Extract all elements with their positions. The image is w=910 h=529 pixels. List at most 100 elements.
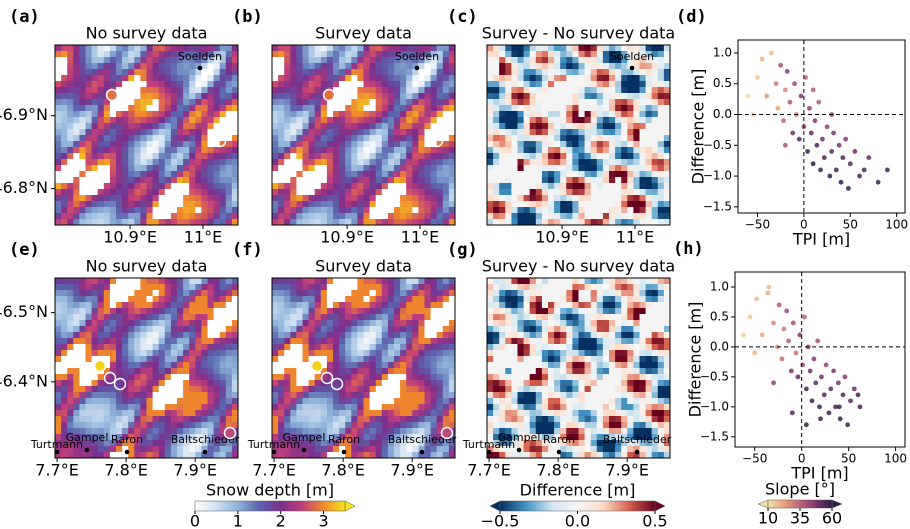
map-cell <box>55 87 62 93</box>
map-cell <box>554 380 561 386</box>
map-cell <box>560 57 567 63</box>
map-cell <box>437 81 444 87</box>
map-cell <box>493 177 500 183</box>
map-cell <box>333 380 340 386</box>
map-cell <box>412 99 419 105</box>
map-cell <box>226 75 233 81</box>
map-cell <box>220 189 227 195</box>
map-cell <box>493 308 500 314</box>
map-cell <box>214 201 221 207</box>
map-cell <box>357 207 364 213</box>
map-cell <box>86 314 93 320</box>
map-cell <box>201 302 208 308</box>
map-cell <box>518 362 525 368</box>
map-cell <box>382 380 389 386</box>
map-cell <box>560 278 567 284</box>
map-cell <box>554 368 561 374</box>
map-cell <box>232 99 239 105</box>
map-cell <box>134 141 141 147</box>
map-cell <box>627 171 634 177</box>
map-cell <box>55 356 62 362</box>
map-cell <box>609 159 616 165</box>
map-cell <box>493 207 500 213</box>
map-cell <box>394 81 401 87</box>
map-cell <box>357 63 364 69</box>
map-cell <box>220 416 227 422</box>
map-cell <box>195 135 202 141</box>
map-cell <box>272 177 279 183</box>
map-cell <box>357 93 364 99</box>
map-cell <box>412 350 419 356</box>
map-cell <box>327 135 334 141</box>
map-cell <box>333 416 340 422</box>
map-cell <box>309 338 316 344</box>
map-cell <box>400 302 407 308</box>
map-cell <box>345 452 352 458</box>
map-cell <box>554 284 561 290</box>
map-cell <box>296 332 303 338</box>
map-cell <box>652 183 659 189</box>
map-cell <box>511 87 518 93</box>
map-cell <box>67 338 74 344</box>
map-cell <box>542 165 549 171</box>
map-cell <box>646 183 653 189</box>
map-cell <box>171 410 178 416</box>
map-cell <box>370 374 377 380</box>
map-cell <box>321 159 328 165</box>
map-cell <box>122 51 129 57</box>
map-cell <box>425 201 432 207</box>
map-cell <box>585 135 592 141</box>
map-cell <box>449 278 456 284</box>
map-cell <box>357 296 364 302</box>
map-cell <box>159 69 166 75</box>
map-cell <box>585 165 592 171</box>
map-cell <box>425 422 432 428</box>
map-cell <box>376 350 383 356</box>
map-cell <box>333 105 340 111</box>
map-cell <box>104 452 111 458</box>
map-cell <box>171 452 178 458</box>
map-cell <box>615 171 622 177</box>
map-cell <box>339 99 346 105</box>
map-cell <box>220 368 227 374</box>
map-cell <box>165 410 172 416</box>
map-cell <box>73 380 80 386</box>
map-cell <box>505 368 512 374</box>
map-cell <box>110 105 117 111</box>
map-cell <box>370 440 377 446</box>
map-cell <box>104 320 111 326</box>
map-cell <box>290 350 297 356</box>
map-cell <box>147 290 154 296</box>
map-cell <box>345 153 352 159</box>
map-cell <box>189 213 196 219</box>
map-cell <box>98 314 105 320</box>
map-cell <box>536 183 543 189</box>
map-cell <box>214 213 221 219</box>
map-cell <box>110 213 117 219</box>
map-cell <box>177 344 184 350</box>
map-cell <box>98 410 105 416</box>
map-cell <box>431 159 438 165</box>
map-cell <box>86 344 93 350</box>
map-cell <box>278 93 285 99</box>
map-cell <box>73 117 80 123</box>
map-cell <box>315 404 322 410</box>
map-cell <box>86 153 93 159</box>
map-cell <box>116 338 123 344</box>
map-cell <box>364 153 371 159</box>
map-cell <box>542 171 549 177</box>
map-cell <box>171 51 178 57</box>
map-cell <box>86 278 93 284</box>
map-cell <box>542 135 549 141</box>
map-cell <box>664 159 671 165</box>
map-cell <box>110 75 117 81</box>
map-cell <box>530 368 537 374</box>
map-cell <box>339 165 346 171</box>
map-cell <box>370 302 377 308</box>
map-cell <box>284 213 291 219</box>
map-cell <box>603 201 610 207</box>
map-cell <box>116 290 123 296</box>
map-cell <box>536 69 543 75</box>
map-cell <box>147 177 154 183</box>
map-cell <box>309 171 316 177</box>
